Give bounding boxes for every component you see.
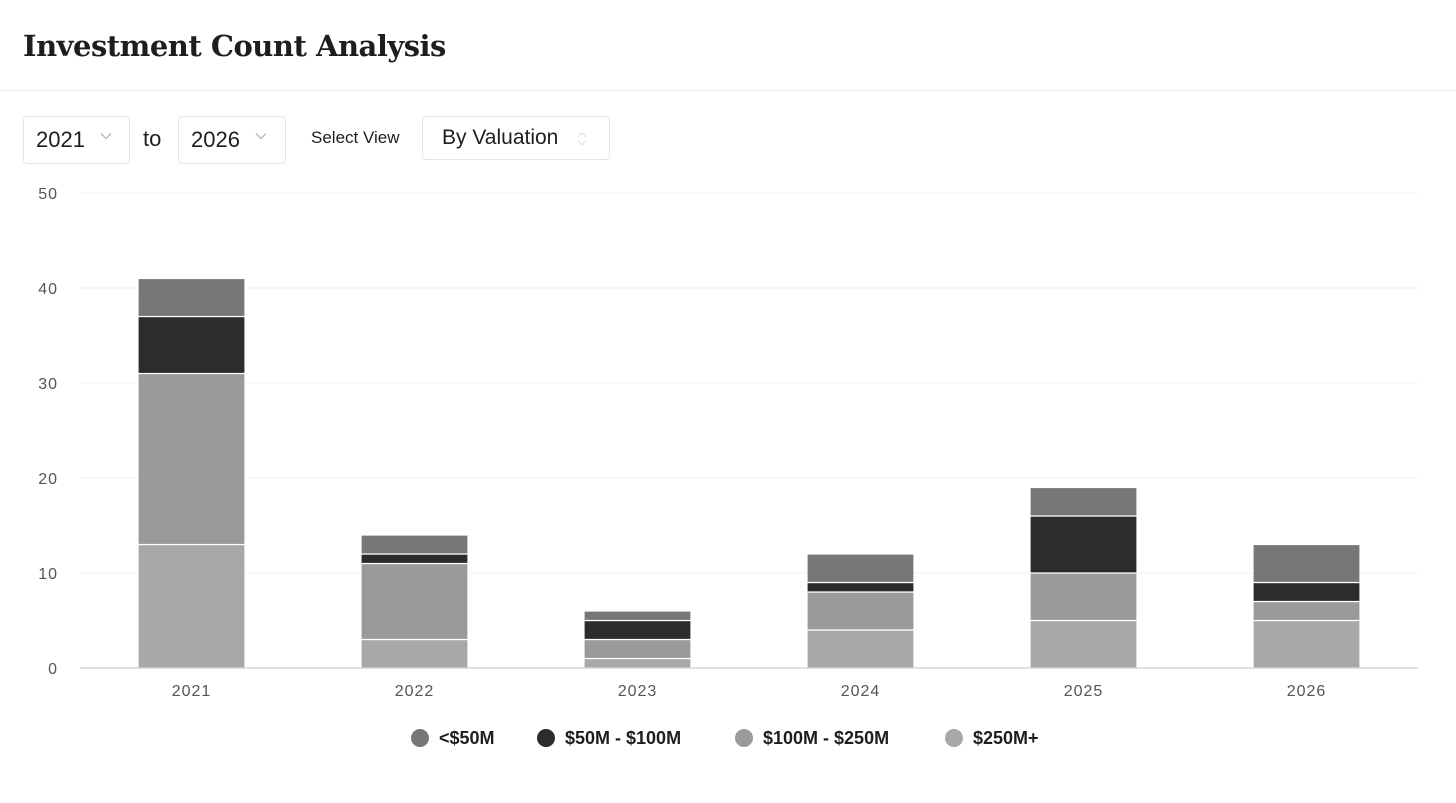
y-tick-label: 20 bbox=[38, 471, 58, 488]
bar-segment[interactable] bbox=[137, 277, 246, 318]
legend-item-100-250[interactable]: $100M - $250M bbox=[735, 725, 889, 751]
bar-segment[interactable] bbox=[360, 562, 469, 641]
chart-gridlines bbox=[80, 192, 1418, 574]
x-tick-label: 2023 bbox=[618, 683, 658, 700]
chart-legend: <$50M $50M - $100M $100M - $250M $250M+ bbox=[0, 725, 1456, 751]
sort-updown-icon bbox=[577, 132, 587, 146]
legend-swatch-50-100 bbox=[537, 729, 555, 747]
y-tick-label: 10 bbox=[38, 566, 58, 583]
investment-count-chart: 0 10 20 30 40 50 2021 2022 2023 2024 2025 2026 bbox=[38, 186, 1418, 700]
legend-label-100-250: $100M - $250M bbox=[763, 727, 890, 748]
legend-label-lt50: <$50M bbox=[439, 727, 495, 748]
range-to-label: to bbox=[143, 126, 162, 151]
bar-segment[interactable] bbox=[806, 591, 915, 631]
bar-segment[interactable] bbox=[1029, 515, 1138, 574]
bar-segment[interactable] bbox=[1029, 619, 1138, 669]
bar-segment[interactable] bbox=[806, 581, 915, 593]
bar-segment[interactable] bbox=[1252, 600, 1361, 622]
bar-segment[interactable] bbox=[360, 534, 469, 555]
bar-segment[interactable] bbox=[1029, 486, 1138, 517]
select-view-label: Select View bbox=[311, 128, 400, 147]
x-tick-label: 2022 bbox=[395, 683, 435, 700]
bar-segment[interactable] bbox=[1029, 572, 1138, 622]
bar-segment[interactable] bbox=[360, 553, 469, 565]
page-header: Investment Count Analysis bbox=[0, 0, 1456, 91]
y-tick-label: 30 bbox=[38, 376, 58, 393]
bar-segment[interactable] bbox=[1252, 619, 1361, 669]
legend-item-50-100[interactable]: $50M - $100M bbox=[537, 725, 681, 751]
page-title: Investment Count Analysis bbox=[23, 29, 446, 63]
bar-segment[interactable] bbox=[806, 553, 915, 584]
x-tick-label: 2026 bbox=[1287, 683, 1327, 700]
bar-segment[interactable] bbox=[583, 619, 692, 641]
from-year-value: 2021 bbox=[36, 127, 85, 152]
x-tick-label: 2024 bbox=[841, 683, 881, 700]
x-axis-ticks: 2021 2022 2023 2024 2025 2026 bbox=[172, 683, 1327, 700]
chevron-down-icon bbox=[255, 133, 267, 140]
view-select-value: By Valuation bbox=[442, 126, 559, 149]
y-axis-ticks: 0 10 20 30 40 50 bbox=[38, 186, 58, 678]
legend-swatch-100-250 bbox=[735, 729, 753, 747]
x-tick-label: 2025 bbox=[1064, 683, 1104, 700]
legend-swatch-250plus bbox=[945, 729, 963, 747]
bar-segment[interactable] bbox=[137, 315, 246, 375]
to-year-value: 2026 bbox=[191, 127, 240, 152]
to-year-select[interactable]: 2026 bbox=[178, 116, 286, 164]
legend-item-250plus[interactable]: $250M+ bbox=[945, 725, 1039, 751]
legend-swatch-lt50 bbox=[411, 729, 429, 747]
from-year-select[interactable]: 2021 bbox=[23, 116, 130, 164]
bar-segment[interactable] bbox=[360, 638, 469, 669]
y-tick-label: 50 bbox=[38, 186, 58, 203]
bar-segment[interactable] bbox=[583, 657, 692, 669]
bar-segment[interactable] bbox=[1252, 543, 1361, 584]
bar-segment[interactable] bbox=[137, 372, 246, 546]
chart-bars bbox=[137, 277, 1361, 669]
chevron-down-icon bbox=[100, 133, 112, 140]
bar-segment[interactable] bbox=[806, 629, 915, 669]
bar-segment[interactable] bbox=[1252, 581, 1361, 603]
bar-segment[interactable] bbox=[583, 610, 692, 622]
x-tick-label: 2021 bbox=[172, 683, 212, 700]
view-select[interactable]: By Valuation bbox=[422, 116, 610, 160]
legend-label-250plus: $250M+ bbox=[973, 727, 1039, 748]
y-tick-label: 40 bbox=[38, 281, 58, 298]
legend-item-lt50[interactable]: <$50M bbox=[411, 725, 495, 751]
legend-label-50-100: $50M - $100M bbox=[565, 727, 682, 748]
bar-segment[interactable] bbox=[583, 638, 692, 660]
y-tick-label: 0 bbox=[48, 661, 58, 678]
bar-segment[interactable] bbox=[137, 543, 246, 669]
